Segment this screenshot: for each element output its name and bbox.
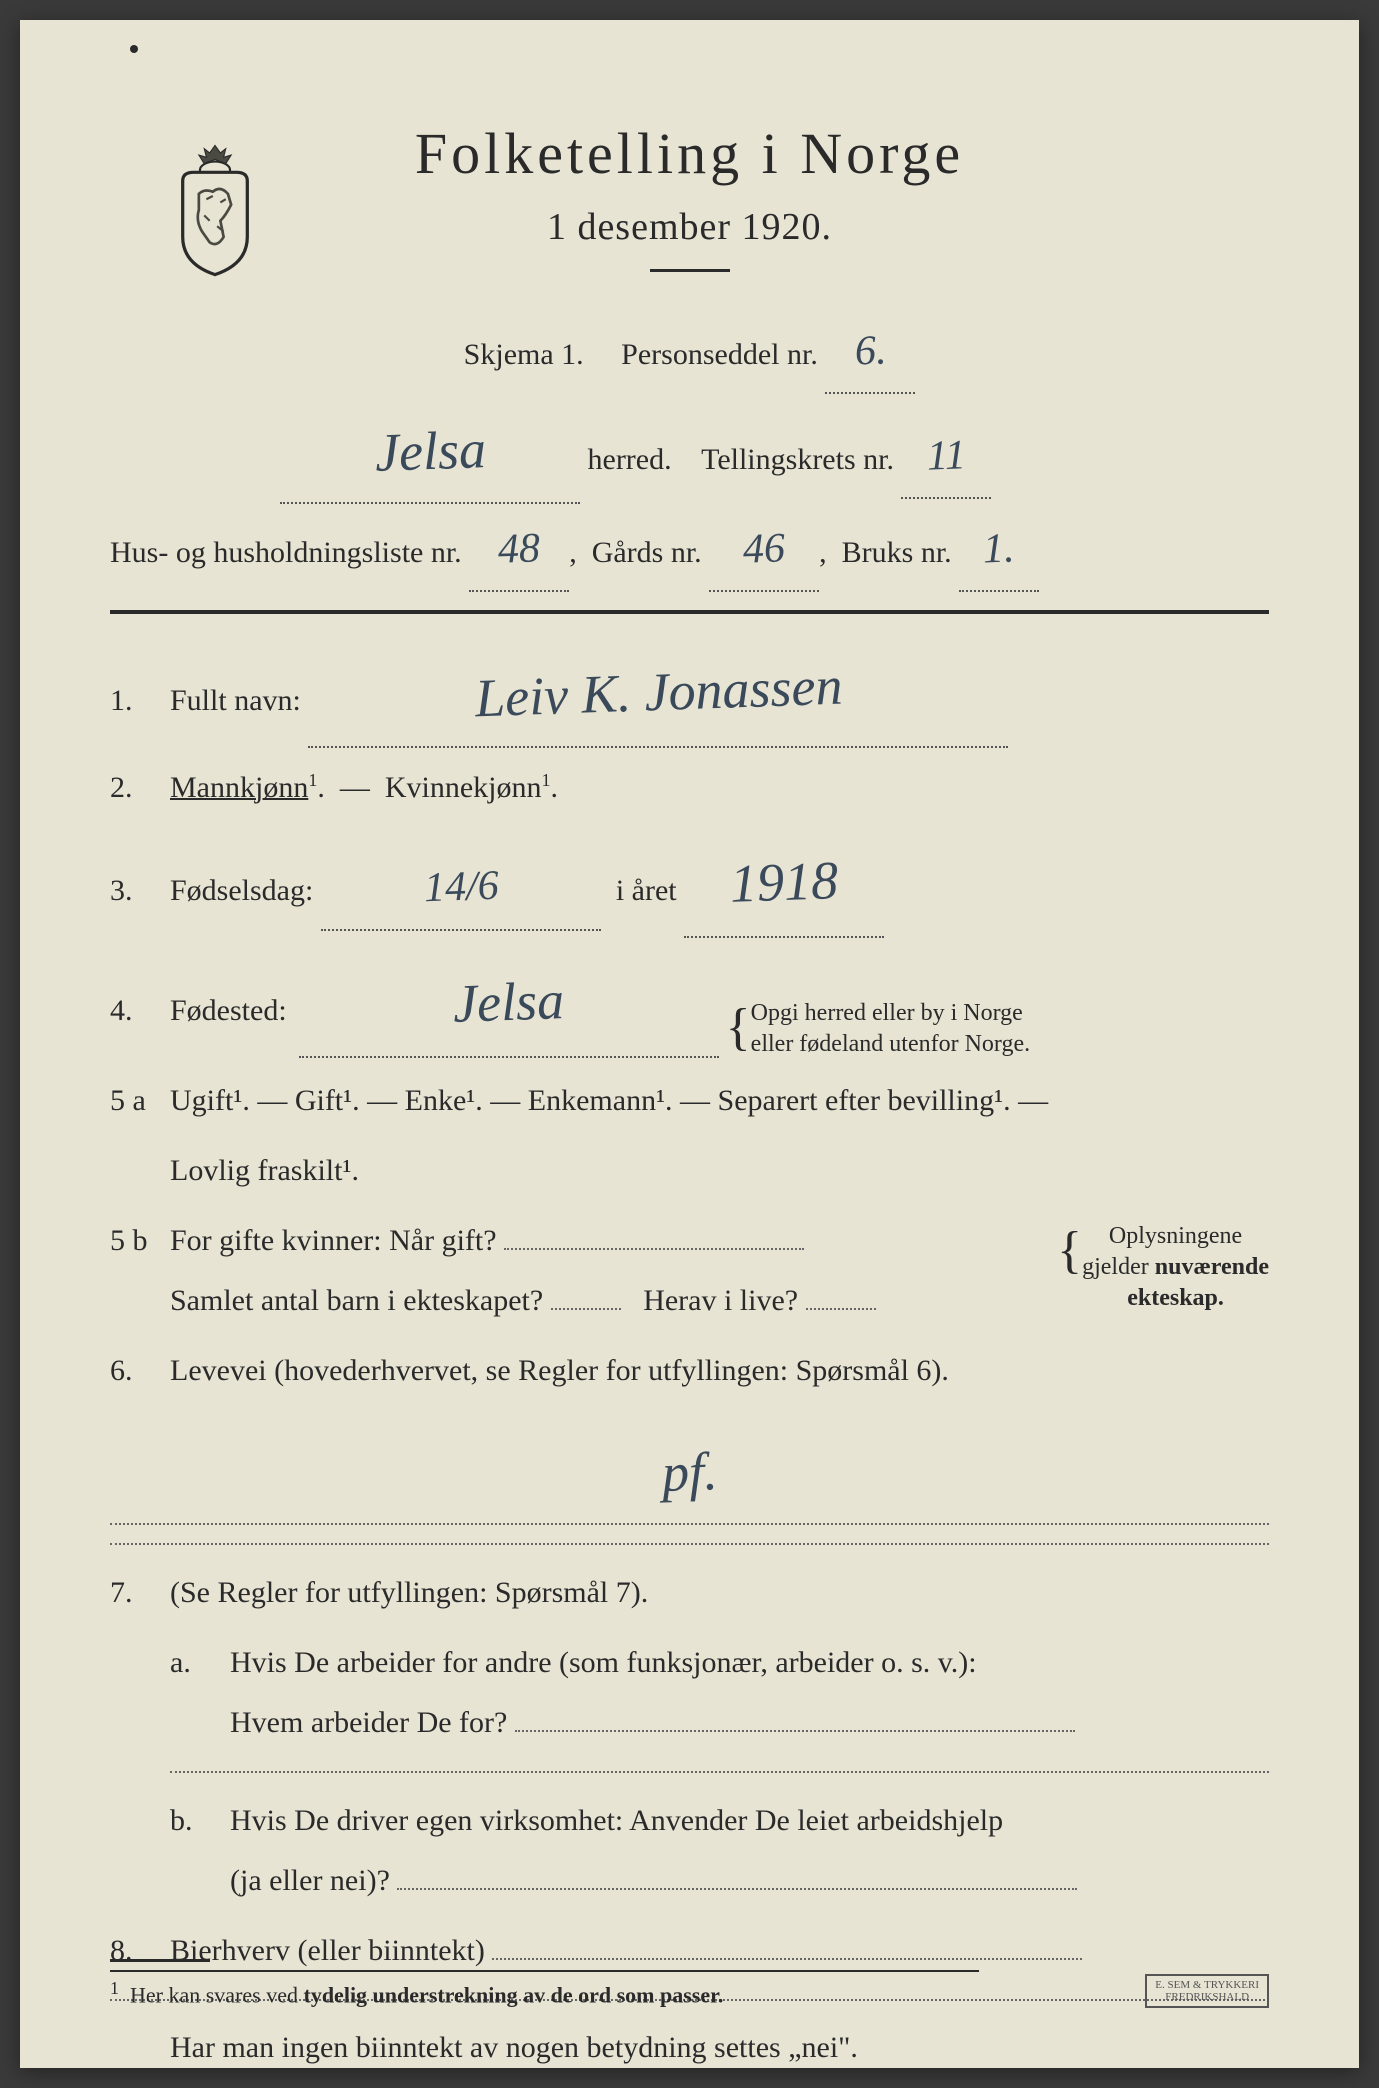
form-header: Folketelling i Norge 1 desember 1920.: [110, 120, 1269, 272]
q1: 1. Fullt navn: Leiv K. Jonassen: [110, 638, 1269, 748]
form-date: 1 desember 1920.: [110, 205, 1269, 249]
q4-note1: Opgi herred eller by i Norge: [751, 1000, 1023, 1026]
husliste-value: 48: [497, 510, 542, 591]
q6-line2: [110, 1543, 1269, 1545]
herred-line: Jelsa herred. Tellingskrets nr. 11: [110, 400, 1269, 505]
q7b-text2: (ja eller nei)?: [230, 1864, 390, 1897]
q6-value: pf.: [660, 1420, 719, 1524]
q2-kvinne: Kvinnekjønn: [385, 771, 542, 804]
skjema-line: Skjema 1. Personseddel nr. 6.: [110, 312, 1269, 394]
q5a: 5 a Ugift¹. — Gift¹. — Enke¹. — Enkemann…: [110, 1071, 1269, 1131]
gards-label: Gårds nr.: [592, 536, 702, 569]
q4-label: Fødested:: [170, 981, 287, 1041]
q5b-line2b: Herav i live?: [643, 1284, 798, 1317]
q2-mann: Mannkjønn: [170, 771, 308, 804]
q6-answer-line: pf.: [110, 1421, 1269, 1526]
q2: 2. Mannkjønn1. — Kvinnekjønn1.: [110, 758, 1269, 818]
footnote-text: Her kan svares ved tydelig understreknin…: [130, 1982, 723, 2007]
gards-value: 46: [742, 510, 787, 591]
stamp-line1: E. SEM & TRYKKERI: [1155, 1979, 1259, 1991]
q7b-label: b.: [170, 1791, 230, 1851]
q3-label: Fødselsdag:: [170, 874, 313, 907]
personseddel-label: Personseddel nr.: [621, 338, 818, 371]
q7b-text1: Hvis De driver egen virksomhet: Anvender…: [230, 1804, 1003, 1837]
q7a-text1: Hvis De arbeider for andre (som funksjon…: [230, 1646, 977, 1679]
tellingskrets-value: 11: [926, 416, 968, 497]
q6-num: 6.: [110, 1341, 170, 1401]
q7a: a. Hvis De arbeider for andre (som funks…: [110, 1633, 1269, 1753]
q5a-opts: Ugift¹. — Gift¹. — Enke¹. — Enkemann¹. —…: [170, 1084, 1048, 1117]
q5b-note: Oplysningene gjelder nuværende ekteskap.: [1062, 1221, 1269, 1315]
q7-num: 7.: [110, 1563, 170, 1623]
q7b: b. Hvis De driver egen virksomhet: Anven…: [110, 1791, 1269, 1911]
q4-note: Opgi herred eller by i Norge eller fødel…: [731, 998, 1030, 1060]
q5b-line1: For gifte kvinner: Når gift?: [170, 1224, 497, 1257]
q6-label: Levevei (hovederhvervet, se Regler for u…: [170, 1341, 1269, 1401]
q4-num: 4.: [110, 981, 170, 1041]
herred-value: Jelsa: [373, 398, 487, 504]
q3-year-label: i året: [616, 874, 677, 907]
footnote: 1 Her kan svares ved tydelig understrekn…: [110, 1970, 979, 2008]
bruks-label: Bruks nr.: [842, 536, 952, 569]
q7a-text2: Hvem arbeider De for?: [230, 1706, 507, 1739]
q7a-label: a.: [170, 1633, 230, 1693]
q1-num: 1.: [110, 671, 170, 731]
form-title: Folketelling i Norge: [110, 120, 1269, 187]
q7a-line: [170, 1771, 1269, 1773]
tellingskrets-label: Tellingskrets nr.: [701, 443, 894, 476]
q4: 4. Fødested: Jelsa Opgi herred eller by …: [110, 948, 1269, 1060]
q7-label: (Se Regler for utfyllingen: Spørsmål 7).: [170, 1563, 1269, 1623]
q1-label: Fullt navn:: [170, 684, 301, 717]
q5b-num: 5 b: [110, 1211, 170, 1271]
skjema-label: Skjema 1.: [464, 338, 584, 371]
divider-main: [110, 610, 1269, 614]
census-form-page: Folketelling i Norge 1 desember 1920. Sk…: [20, 20, 1359, 2068]
q5a-num: 5 a: [110, 1071, 170, 1131]
personseddel-value: 6.: [853, 311, 887, 392]
q3: 3. Fødselsdag: 14/6 i året 1918: [110, 828, 1269, 938]
q3-year: 1918: [728, 826, 840, 938]
questions-section: 1. Fullt navn: Leiv K. Jonassen 2. Mannk…: [110, 638, 1269, 2076]
husliste-label: Hus- og husholdningsliste nr.: [110, 536, 462, 569]
q5b-note3: ekteskap.: [1127, 1285, 1224, 1311]
q5b: 5 b For gifte kvinner: Når gift? Samlet …: [110, 1211, 1269, 1331]
q4-value: Jelsa: [451, 946, 566, 1058]
q5b-line2a: Samlet antal barn i ekteskapet?: [170, 1284, 543, 1317]
husliste-line: Hus- og husholdningsliste nr. 48, Gårds …: [110, 510, 1269, 592]
ink-spot: [130, 45, 138, 53]
q7: 7. (Se Regler for utfyllingen: Spørsmål …: [110, 1563, 1269, 1623]
q5b-note1: Oplysningene: [1109, 1223, 1242, 1249]
q1-value: Leiv K. Jonassen: [473, 632, 844, 753]
q5a-opts2: Lovlig fraskilt¹.: [170, 1141, 1269, 1201]
printer-stamp: E. SEM & TRYKKERI FREDRIKSHALD: [1145, 1974, 1269, 2008]
q4-note2: eller fødeland utenfor Norge.: [751, 1031, 1030, 1057]
q3-day: 14/6: [422, 844, 500, 931]
footnote-rule: [110, 1959, 210, 1962]
coat-of-arms-icon: [160, 140, 270, 280]
q5a-cont: Lovlig fraskilt¹.: [110, 1141, 1269, 1201]
herred-label: herred.: [588, 443, 672, 476]
title-divider: [650, 269, 730, 272]
q2-num: 2.: [110, 758, 170, 818]
stamp-line2: FREDRIKSHALD: [1165, 1991, 1249, 2003]
bruks-value: 1.: [982, 510, 1016, 591]
footnote-num: 1: [110, 1978, 119, 1998]
footer: 1 Her kan svares ved tydelig understrekn…: [110, 1959, 1269, 2008]
q3-num: 3.: [110, 861, 170, 921]
q6: 6. Levevei (hovederhvervet, se Regler fo…: [110, 1341, 1269, 1401]
q5b-note2: gjelder nuværende: [1082, 1254, 1269, 1280]
